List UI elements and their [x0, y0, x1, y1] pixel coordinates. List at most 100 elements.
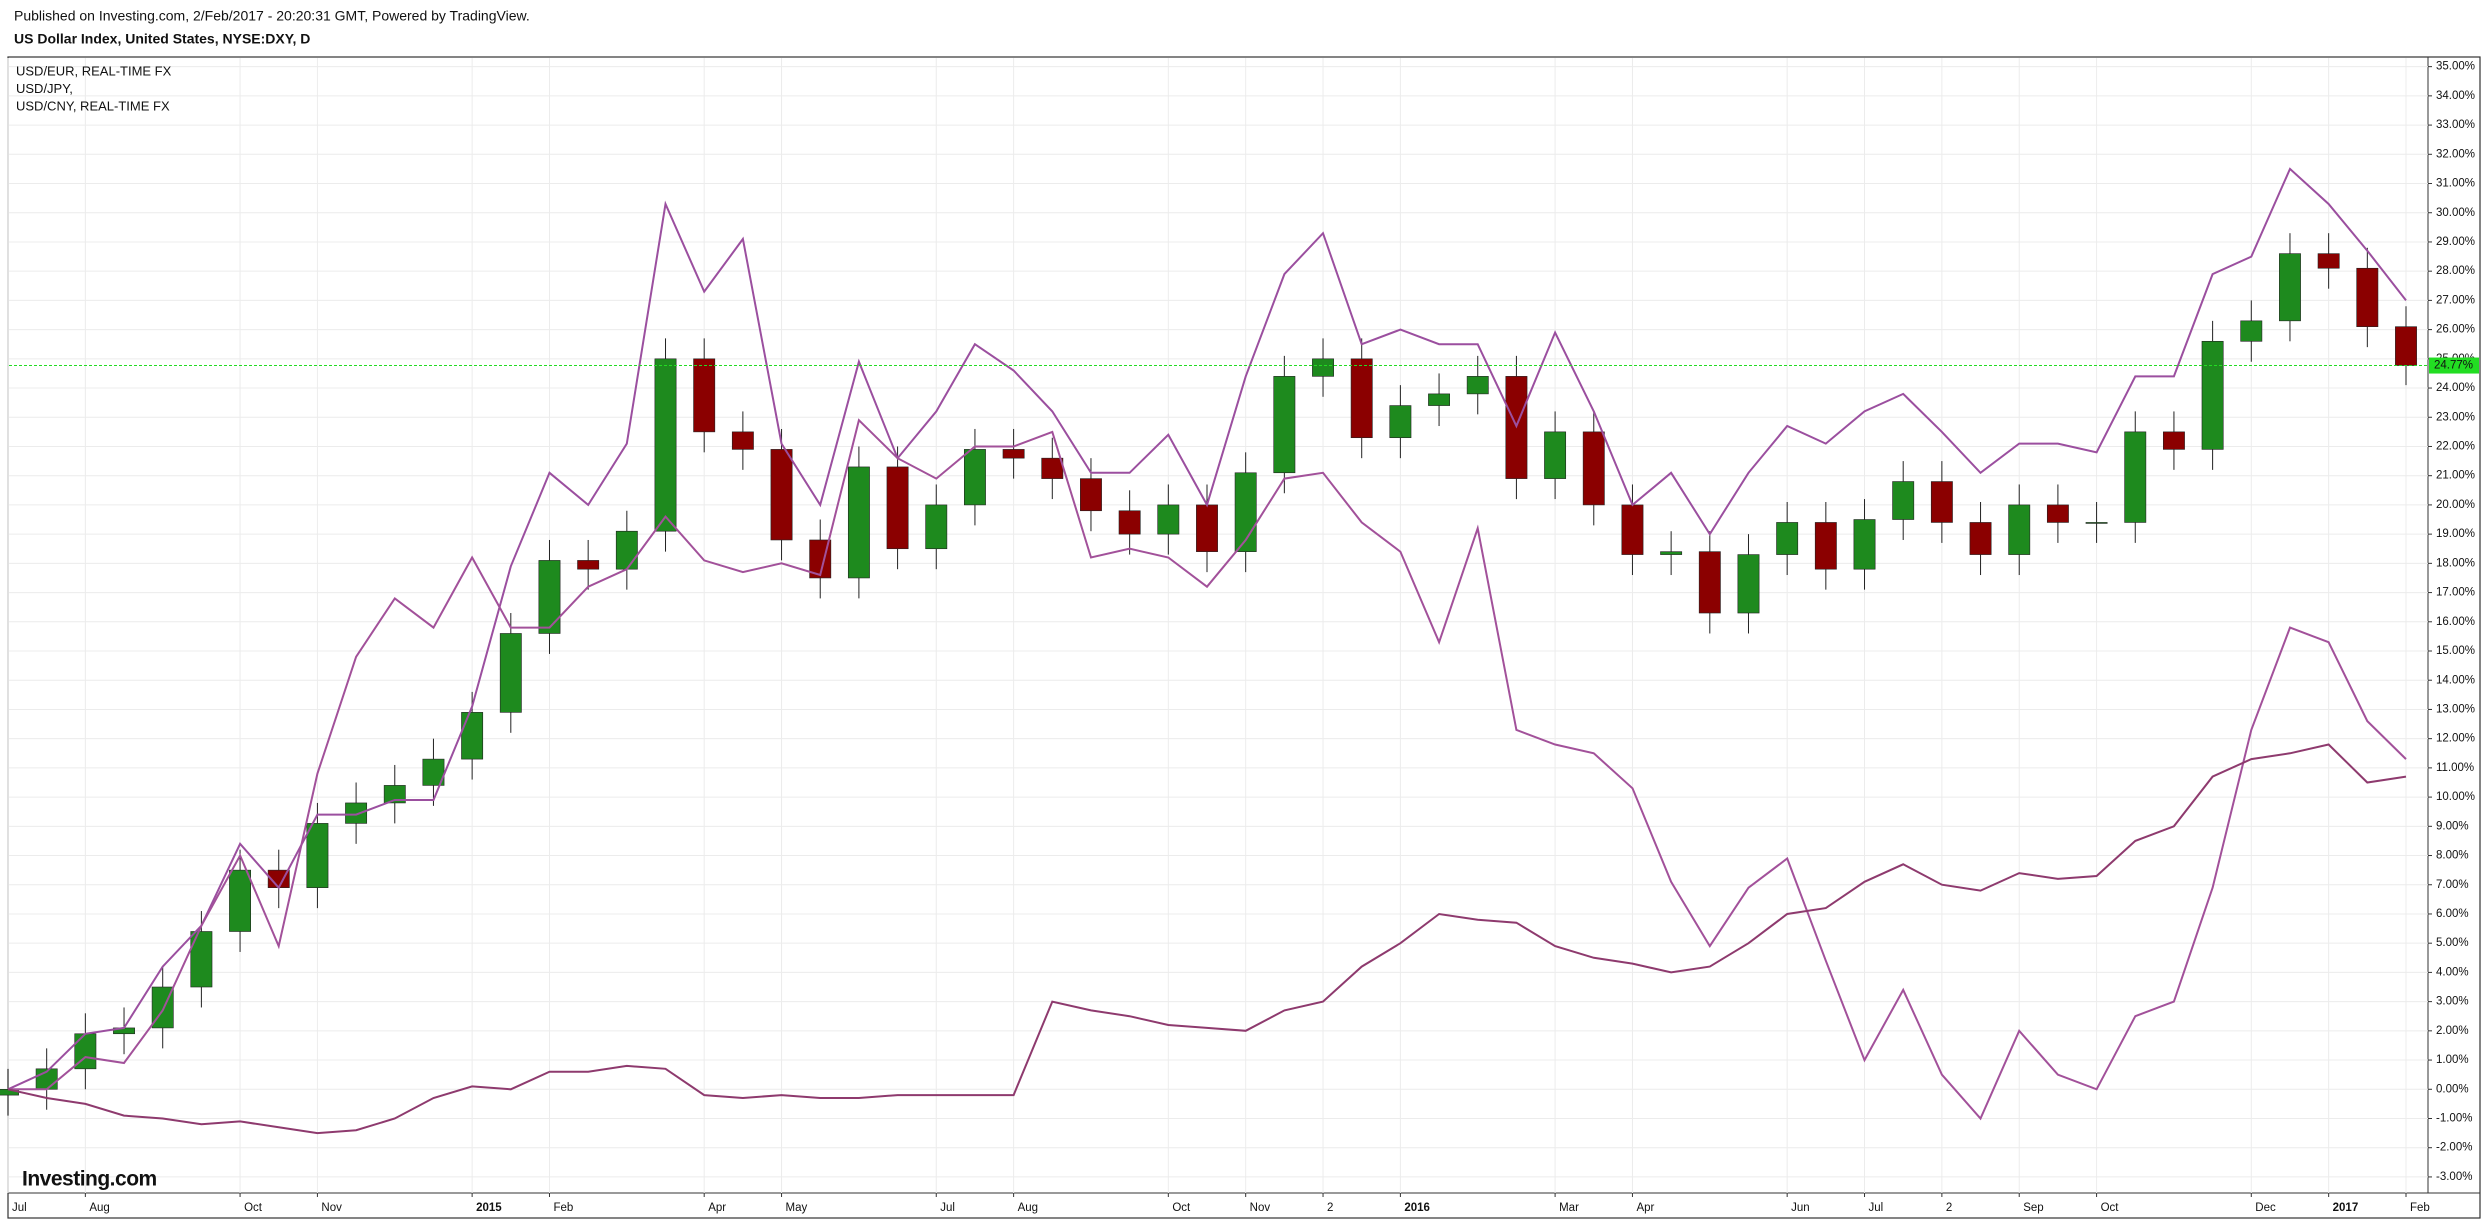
- candle-body: [1814, 522, 1837, 570]
- y-tick-label: 21.00%: [2436, 470, 2475, 482]
- chart-title: US Dollar Index, United States, NYSE:DXY…: [14, 31, 310, 47]
- y-tick-label: 13.00%: [2436, 703, 2475, 715]
- legend-entry: USD/EUR, REAL-TIME FX: [16, 63, 172, 78]
- y-tick-label: 9.00%: [2436, 820, 2469, 832]
- candle-body: [2356, 267, 2379, 327]
- x-tick-label: Aug: [1018, 1202, 1038, 1214]
- candle-body: [1892, 481, 1915, 520]
- legend-entry: USD/JPY,: [16, 81, 73, 96]
- x-tick-label: Dec: [2255, 1202, 2276, 1214]
- y-tick-label: 26.00%: [2436, 324, 2475, 336]
- x-tick-label: Apr: [708, 1202, 726, 1214]
- candle-body: [1698, 551, 1721, 614]
- x-tick-label: May: [786, 1202, 808, 1214]
- x-tick-label: Feb: [2410, 1202, 2430, 1214]
- last-price-label: 24.77%: [2434, 360, 2473, 372]
- x-tick-label: 2: [1946, 1202, 1952, 1214]
- grid: 35.00%34.00%33.00%32.00%31.00%30.00%29.0…: [7, 58, 2475, 1214]
- candle-body: [1544, 431, 1567, 479]
- x-tick-label: Jul: [1869, 1202, 1884, 1214]
- x-tick-label: 2017: [2333, 1202, 2359, 1214]
- logo: Investing.com: [22, 1168, 157, 1191]
- candle-body: [1737, 554, 1760, 614]
- compare-line: [7, 167, 2407, 1091]
- y-tick-label: 22.00%: [2436, 441, 2475, 453]
- x-tick-label: Aug: [89, 1202, 109, 1214]
- x-tick-label: Mar: [1559, 1202, 1579, 1214]
- y-tick-label: 4.00%: [2436, 966, 2469, 978]
- y-tick-label: -2.00%: [2436, 1142, 2472, 1154]
- y-tick-label: 5.00%: [2436, 937, 2469, 949]
- x-tick-label: Nov: [321, 1202, 342, 1214]
- candle-body: [1002, 449, 1025, 459]
- candle-body: [1350, 358, 1373, 439]
- candle-body: [770, 449, 793, 541]
- x-tick-label: Oct: [2101, 1202, 2120, 1214]
- y-tick-label: -3.00%: [2436, 1171, 2472, 1183]
- x-tick-label: Oct: [244, 1202, 263, 1214]
- candle-body: [615, 530, 638, 570]
- y-tick-label: 20.00%: [2436, 499, 2475, 511]
- plot: USD/EUR, REAL-TIME FX USD/JPY, USD/CNY, RE…: [0, 63, 2479, 1135]
- y-tick-label: 7.00%: [2436, 879, 2469, 891]
- y-tick-label: 3.00%: [2436, 996, 2469, 1008]
- candle-body: [1853, 519, 1876, 570]
- candle-body: [809, 539, 832, 579]
- x-tick-label: Sep: [2023, 1202, 2043, 1214]
- candle-body: [306, 823, 329, 888]
- candle-body: [1930, 481, 1953, 523]
- candle-body: [1312, 358, 1334, 377]
- y-tick-label: 14.00%: [2436, 674, 2475, 686]
- candle-body: [731, 431, 754, 450]
- x-tick-label: 2: [1327, 1202, 1333, 1214]
- candle-body: [2279, 253, 2301, 322]
- candle-body: [693, 358, 716, 433]
- y-tick-label: 19.00%: [2436, 528, 2475, 540]
- candle-body: [190, 931, 213, 988]
- x-tick-label: Feb: [553, 1202, 573, 1214]
- published-line: Published on Investing.com, 2/Feb/2017 -…: [14, 8, 530, 24]
- candle-body: [1157, 504, 1180, 535]
- y-tick-label: 18.00%: [2436, 557, 2475, 569]
- candle-body: [1621, 504, 1644, 555]
- candle-body: [383, 785, 406, 804]
- candle-body: [345, 802, 368, 824]
- x-tick-label: Jun: [1791, 1202, 1810, 1214]
- y-tick-label: 8.00%: [2436, 850, 2469, 862]
- candle-body: [1080, 478, 1102, 512]
- y-tick-label: 27.00%: [2436, 294, 2475, 306]
- candle-body: [1041, 457, 1064, 479]
- candle-body: [1196, 504, 1218, 552]
- candle-body: [654, 358, 677, 532]
- candle-body: [1582, 431, 1605, 506]
- candle-body: [499, 633, 522, 713]
- candle-body: [1466, 376, 1489, 395]
- y-tick-label: 30.00%: [2436, 207, 2475, 219]
- y-tick-label: 34.00%: [2436, 90, 2475, 102]
- y-tick-label: 35.00%: [2436, 61, 2475, 73]
- candle-body: [577, 560, 600, 570]
- y-tick-label: 10.00%: [2436, 791, 2475, 803]
- x-tick-label: 2015: [476, 1202, 502, 1214]
- y-tick-label: 15.00%: [2436, 645, 2475, 657]
- candle-body: [1428, 393, 1451, 406]
- candle-body: [1118, 510, 1141, 535]
- last-price-tag: [2429, 357, 2479, 374]
- y-tick-label: 23.00%: [2436, 411, 2475, 423]
- x-tick-label: 2016: [1404, 1202, 1430, 1214]
- y-tick-label: 11.00%: [2436, 762, 2474, 774]
- candle-body: [925, 504, 948, 550]
- candle-body: [1273, 376, 1296, 474]
- compare-line: [8, 418, 2407, 1121]
- candle-body: [461, 712, 484, 760]
- candle-body: [2124, 431, 2147, 523]
- candle-body: [1660, 551, 1683, 555]
- y-tick-label: 29.00%: [2436, 236, 2475, 248]
- candle-body: [963, 449, 986, 506]
- legend-entry: USD/CNY, REAL-TIME FX: [16, 98, 170, 113]
- x-tick-label: Jul: [940, 1202, 955, 1214]
- x-tick-label: Apr: [1636, 1202, 1654, 1214]
